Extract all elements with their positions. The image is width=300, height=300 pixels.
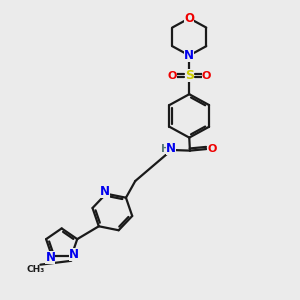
Text: N: N: [45, 250, 56, 264]
Text: CH₃: CH₃: [26, 265, 45, 274]
Text: N: N: [166, 142, 176, 155]
Text: N: N: [184, 49, 194, 62]
Text: N: N: [69, 248, 79, 261]
Text: O: O: [168, 70, 177, 81]
Text: H: H: [161, 144, 170, 154]
Text: O: O: [184, 12, 194, 25]
Text: O: O: [202, 70, 211, 81]
Text: O: O: [207, 144, 217, 154]
Text: S: S: [185, 69, 194, 82]
Text: N: N: [100, 185, 110, 198]
